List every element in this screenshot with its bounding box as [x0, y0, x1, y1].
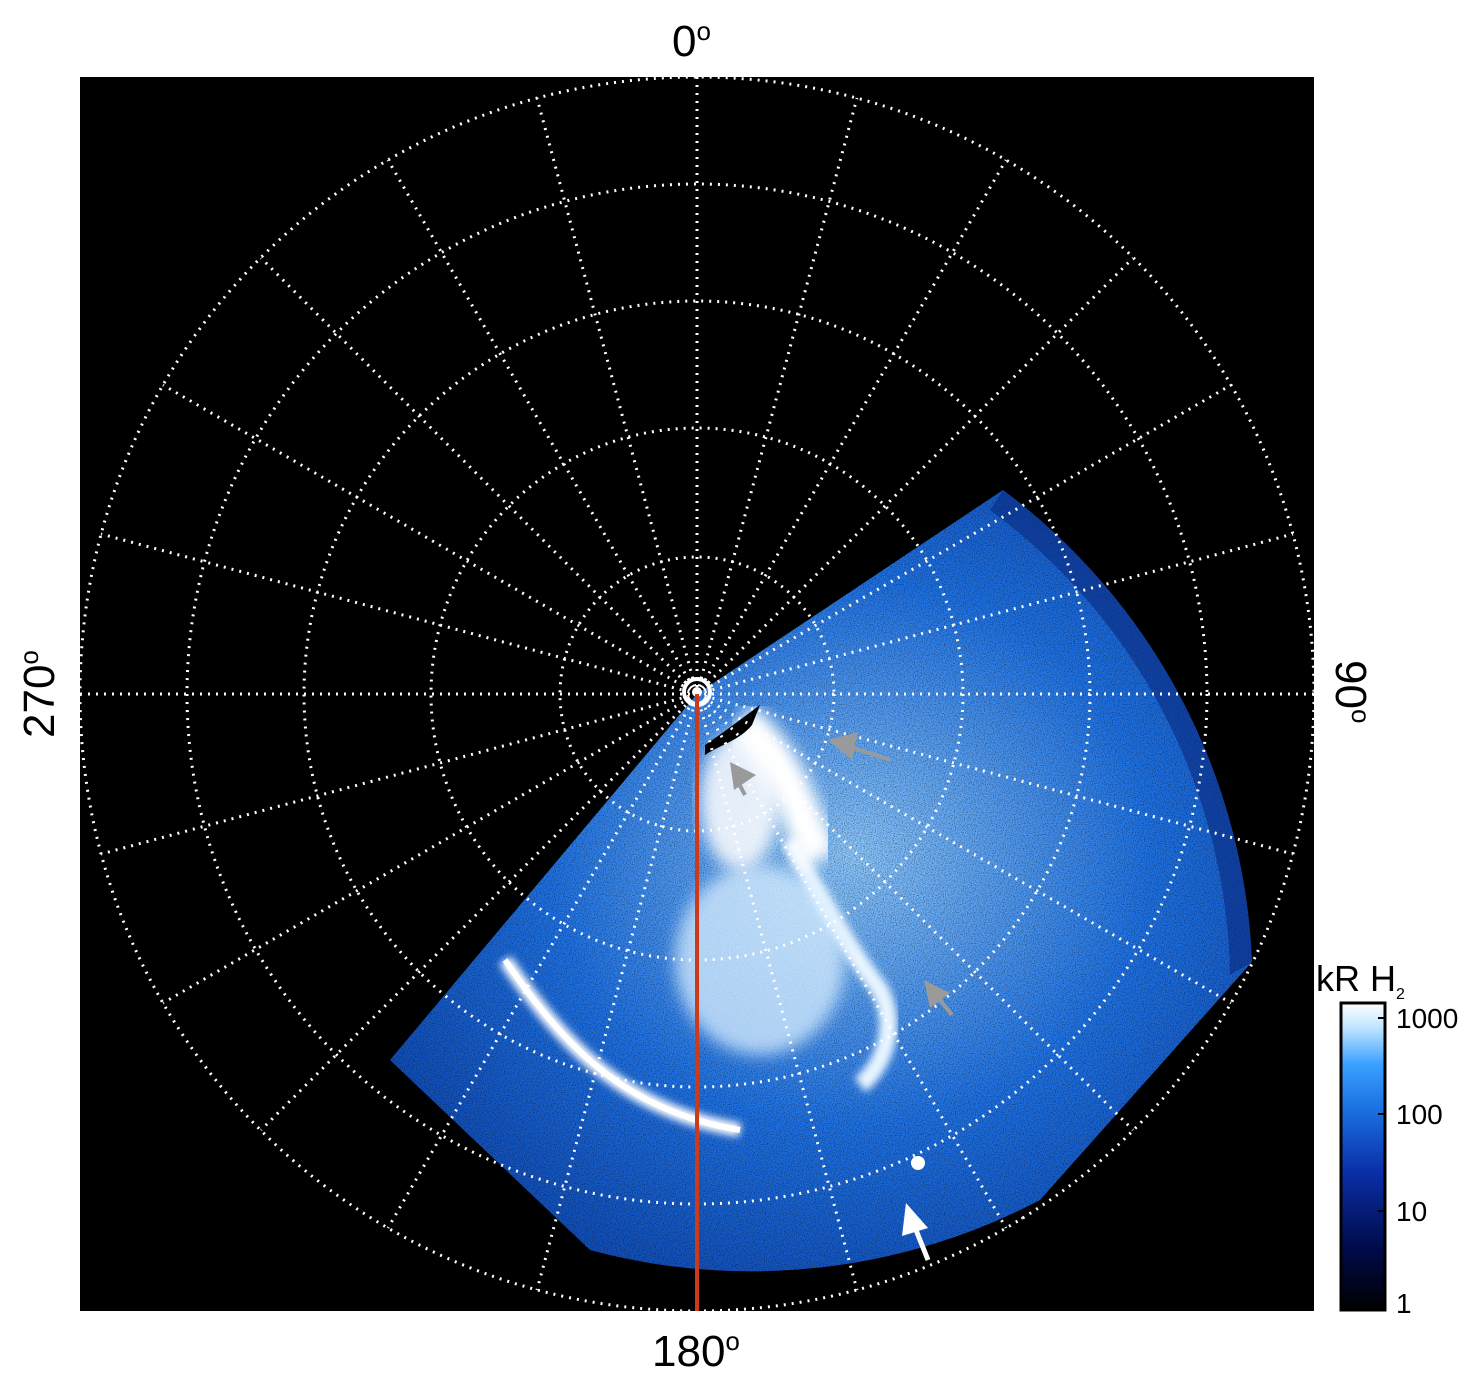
degree-symbol: o	[1346, 708, 1376, 724]
colorbar-tick-100: 100	[1396, 1099, 1443, 1130]
colorbar-title: kR H2	[1316, 958, 1405, 1004]
colorbar-gradient	[1339, 1001, 1387, 1312]
angle-label-90: 90o	[1326, 660, 1376, 723]
colorbar-tick-10: 10	[1396, 1196, 1428, 1227]
annotation-arrow-4	[902, 1203, 931, 1261]
degree-symbol: o	[725, 1326, 740, 1356]
colorbar	[1339, 1001, 1387, 1312]
angle-label-0: 0o	[672, 17, 711, 66]
annotation-arrow-1	[828, 732, 891, 762]
degree-symbol: o	[696, 16, 711, 46]
annotation-arrow-3	[924, 980, 954, 1017]
angle-label-180: 180o	[652, 1327, 740, 1376]
angle-label-270: 270o	[14, 650, 64, 738]
colorbar-title-main: kR H	[1316, 958, 1396, 999]
angle-value-0: 0	[672, 17, 697, 66]
degree-symbol: o	[14, 650, 44, 665]
colorbar-tick-1: 1	[1396, 1288, 1412, 1319]
angle-value-270: 270	[15, 664, 64, 738]
angle-value-180: 180	[652, 1327, 726, 1376]
colorbar-title-subscript: 2	[1396, 986, 1405, 1004]
angle-value-90: 90	[1326, 660, 1375, 709]
annotation-arrow-2	[730, 762, 756, 796]
colorbar-tick-1000: 1000	[1396, 1003, 1459, 1034]
